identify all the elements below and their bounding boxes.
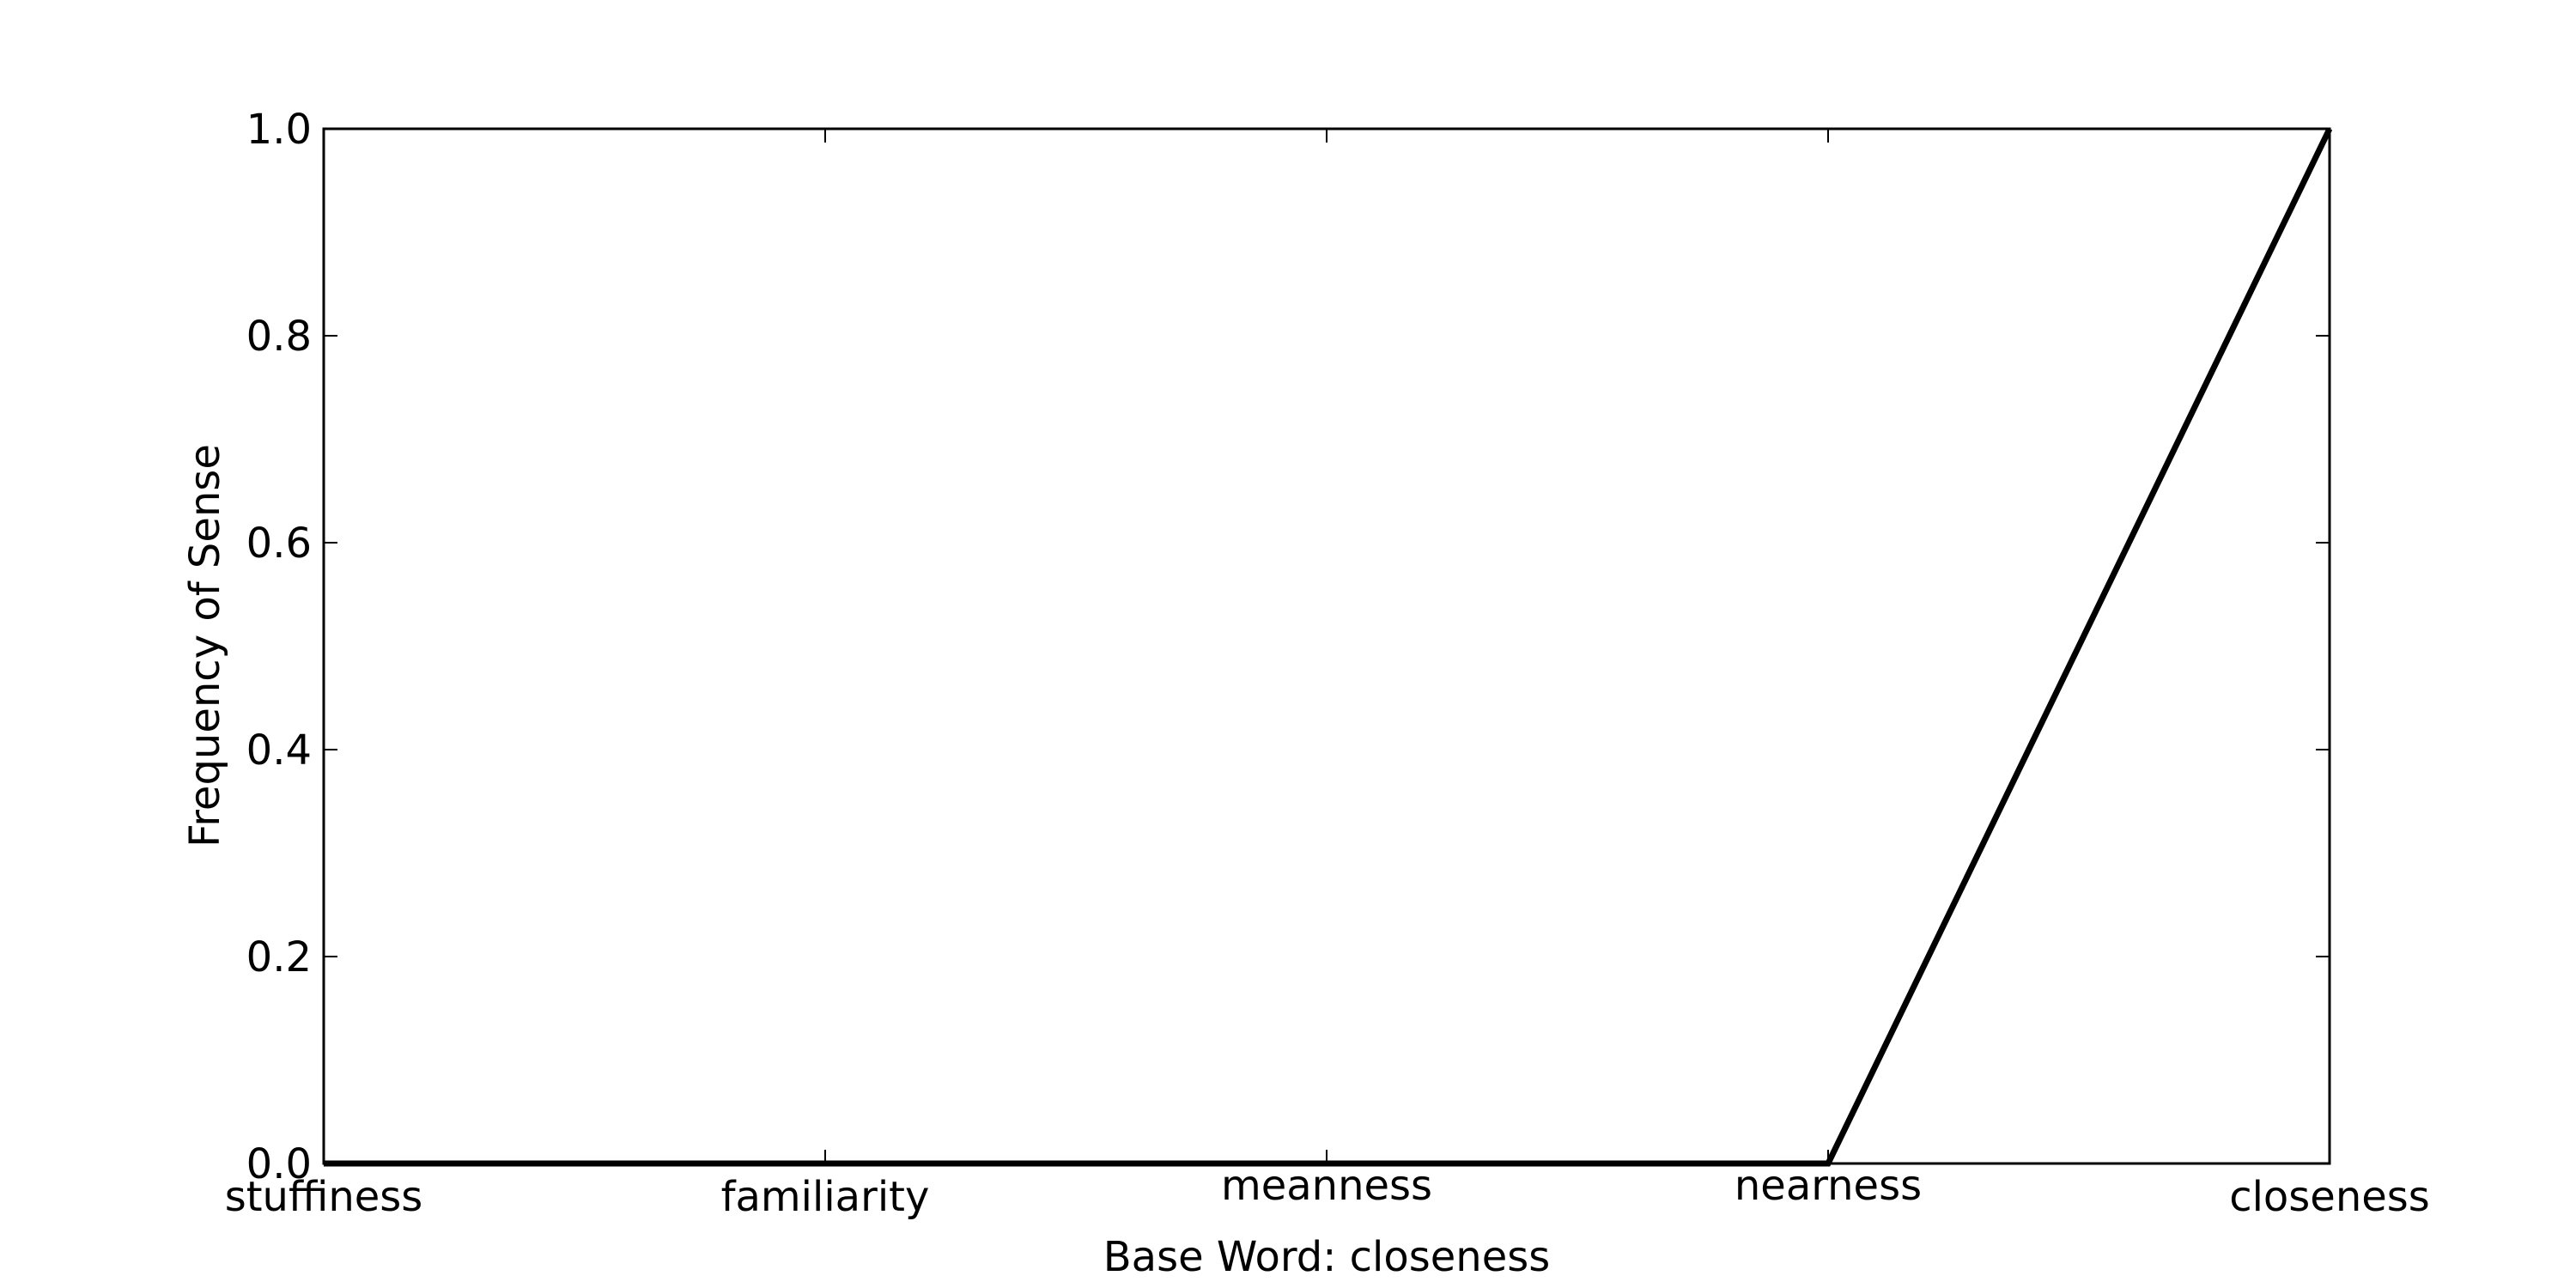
x-tick-label: stuffiness xyxy=(225,1173,423,1221)
y-tick-label: 0.0 xyxy=(246,1140,312,1188)
y-tick-label: 0.8 xyxy=(246,313,312,361)
y-tick-label: 0.6 xyxy=(246,519,312,568)
x-tick-label: familiarity xyxy=(721,1173,930,1221)
y-tick-label: 0.4 xyxy=(246,726,312,775)
y-tick-label: 1.0 xyxy=(246,106,312,154)
plot-frame xyxy=(322,127,2331,1165)
y-axis-title: Frequency of Sense xyxy=(181,444,229,848)
y-tick-label: 0.2 xyxy=(246,933,312,981)
x-tick-label: closeness xyxy=(2229,1173,2430,1221)
x-axis-title: Base Word: closeness xyxy=(1103,1233,1551,1281)
x-tick-label: meanness xyxy=(1221,1162,1432,1210)
labels-layer: 0.0 0.2 0.4 0.6 0.8 1.0 stuffiness familiarity m… xyxy=(225,106,2430,1221)
x-tick-label: nearness xyxy=(1735,1162,1922,1210)
